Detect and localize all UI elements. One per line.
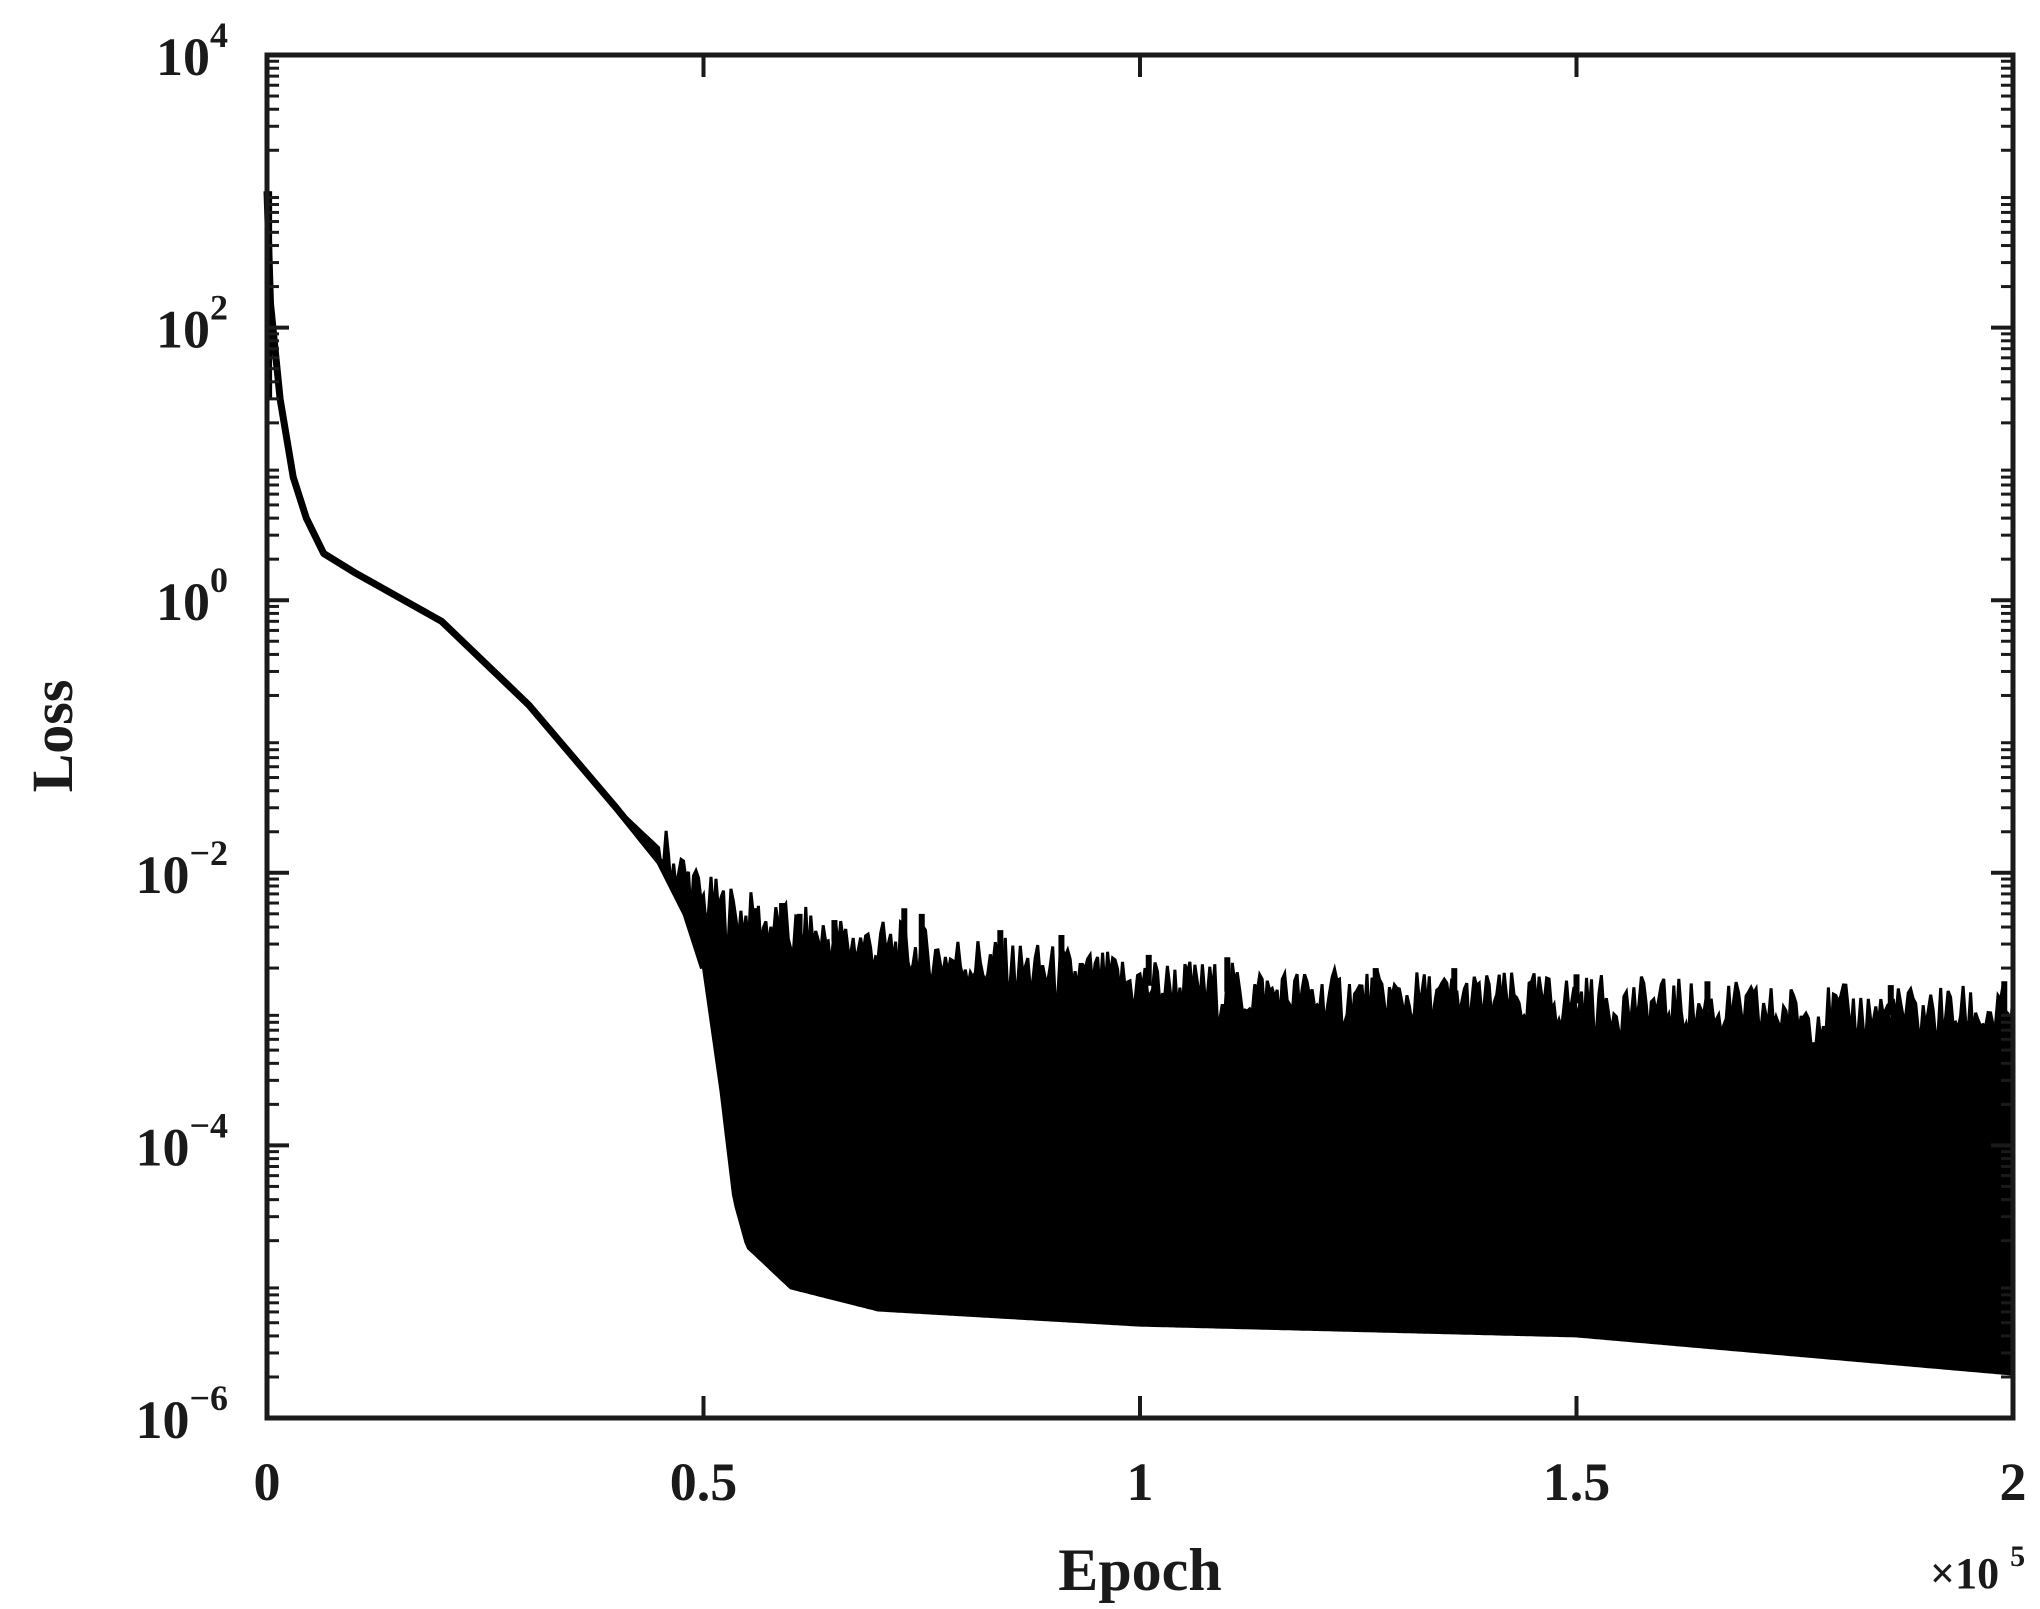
x-tick-label: 0 [254,1452,281,1512]
y-tick-exponent: 2 [210,288,228,328]
y-tick-label: 10−2 [135,833,228,905]
y-tick-base: 10 [135,1390,189,1450]
y-axis-label: Loss [20,680,85,793]
y-tick-exponent: 4 [210,15,228,55]
y-tick-label: 10−6 [135,1378,228,1450]
x-tick-label: 0.5 [670,1452,738,1512]
y-tick-label: 100 [156,560,228,632]
loss-series-line [263,191,707,970]
loss-series-band [265,191,2015,1376]
x-axis-ticks: 0 0.5 1 1.5 2 [254,55,2027,1512]
y-tick-exponent: −4 [189,1105,228,1145]
y-tick-base: 10 [135,845,189,905]
y-tick-base: 10 [156,300,210,360]
y-tick-base: 10 [156,27,210,87]
x-tick-label: 1.5 [1543,1452,1611,1512]
y-tick-label: 102 [156,288,228,360]
x-tick-label: 1 [1127,1452,1154,1512]
y-tick-base: 10 [135,1117,189,1177]
x-axis-label: Epoch [1058,1537,1221,1603]
y-tick-label: 104 [156,15,228,87]
x-tick-label: 2 [2000,1452,2027,1512]
y-tick-exponent: 0 [210,560,228,600]
x-axis-multiplier: ×10 5 [1930,1540,2025,1598]
y-tick-label: 10−4 [135,1105,228,1177]
x-multiplier-exp: 5 [2010,1540,2025,1573]
y-tick-exponent: −6 [189,1378,228,1418]
y-tick-base: 10 [156,572,210,632]
plot-area [263,191,2015,1376]
x-multiplier-base: ×10 [1930,1549,1999,1598]
y-tick-exponent: −2 [189,833,228,873]
